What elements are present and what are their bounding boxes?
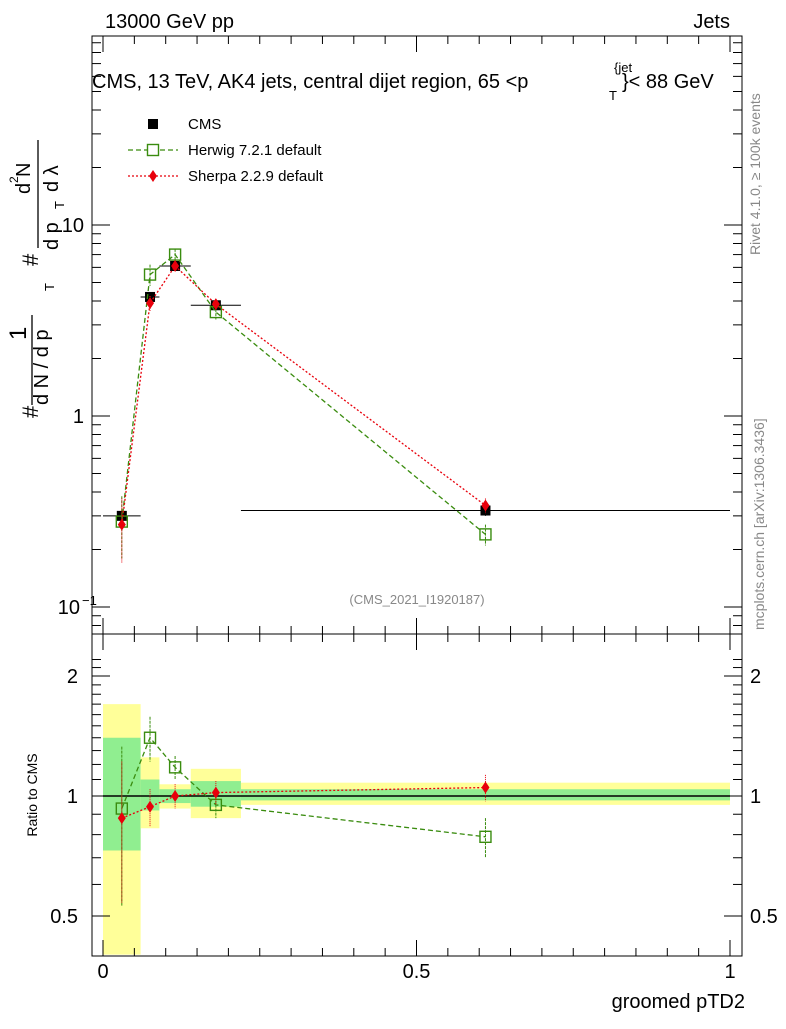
ratio-series-sherpa-2-2-9-default [117,761,490,903]
ratio-y-tick-label-left: 1 [67,786,78,808]
ratio-point-diamond [211,786,220,799]
header-left: 13000 GeV pp [105,11,234,33]
y-axis-label-part: d N / d p [31,329,53,405]
x-tick-label: 1 [724,961,735,983]
ratio-y-axis-label-wrap: Ratio to CMS [24,753,40,836]
data-point-diamond [481,499,490,512]
y-axis-label-part: N [13,163,35,177]
plot-title-subscript: T [609,88,617,103]
legend-label: Sherpa 2.2.9 default [188,168,324,185]
x-tick-label: 0.5 [403,961,431,983]
y-axis-label-part: d p [41,222,63,250]
series-herwig-7-2-1-default [115,248,492,559]
x-axis-label: groomed pTD2 [612,991,745,1013]
main-y-tick-exponent: −1 [82,593,97,608]
side-text-lower-wrap: mcplots.cern.ch [arXiv:1306.3436] [751,418,767,630]
y-axis-label-part: T [52,201,67,209]
y-axis-label-part: # [18,253,43,266]
series-line [121,265,486,525]
ratio-point-diamond [481,781,490,794]
data-point-open-square [479,528,492,541]
series-cms [103,261,730,522]
ratio-plot-panel: 0.5 0.5 1 1 2 2 0 0.5 1 [50,633,778,983]
ratio-y-tick-label-right: 0.5 [750,906,778,928]
ratio-uncertainty-band-inner [240,789,730,801]
y-axis-label-part: 1 [5,327,32,340]
ratio-series-line [121,736,486,838]
legend-label: CMS [188,116,221,133]
data-point-diamond [211,298,220,311]
legend-item: CMS [148,116,221,133]
ratio-y-tick-label-left: 0.5 [50,906,78,928]
ratio-point-open-square [168,761,182,774]
analysis-watermark: (CMS_2021_I1920187) [349,592,484,607]
y-axis-label-part: T [42,283,57,291]
data-point-diamond [146,297,155,310]
legend-item: Sherpa 2.2.9 default [128,168,324,185]
y-axis-label-part: d [13,183,35,194]
data-point-diamond [117,518,126,531]
legend-label: Herwig 7.2.1 default [188,142,322,159]
ratio-series-herwig-7-2-1-default [115,716,492,906]
y-axis-label-part: # [18,405,43,418]
plot-title-superscript: {jet [614,60,632,75]
series-line [121,253,486,535]
series-sherpa-2-2-9-default [117,260,490,563]
y-axis-label-part: 2 [7,176,21,183]
ratio-uncertainty-band-inner [140,779,160,811]
y-axis-label-part: d λ [41,165,63,192]
plot-title-suffix: }< 88 GeV [622,71,714,93]
plot-title: CMS, 13 TeV, AK4 jets, central dijet reg… [92,71,528,93]
ratio-y-axis-label: Ratio to CMS [24,753,40,836]
legend-marker [149,170,157,182]
header-right: Jets [693,11,730,33]
legend: CMS Herwig 7.2.1 default Sherpa 2.2.9 defa… [128,116,324,185]
ratio-point-open-square [143,731,157,744]
main-y-tick-label: 10 [58,597,80,619]
side-text-mcplots: mcplots.cern.ch [arXiv:1306.3436] [751,418,767,630]
legend-marker [146,143,160,157]
plot-title-prefix: CMS, 13 TeV, AK4 jets, central dijet reg… [92,71,528,93]
ratio-point-diamond [117,812,126,825]
side-text-rivet: Rivet 4.1.0, ≥ 100k events [747,93,763,255]
legend-item: Herwig 7.2.1 default [128,142,322,159]
ratio-point-open-square [479,830,492,844]
data-point-open-square [143,268,157,281]
ratio-y-tick-label-left: 2 [67,666,78,688]
main-y-tick-label: 10 [62,215,84,237]
ratio-y-tick-label-right: 1 [750,786,761,808]
ratio-point-diamond [146,800,155,813]
ratio-point-diamond [171,790,180,802]
ratio-y-tick-label-right: 2 [750,666,761,688]
data-point-diamond [171,260,180,273]
main-y-tick-label: 1 [73,406,84,428]
legend-marker [148,119,158,129]
x-tick-label: 0 [97,961,108,983]
side-text-upper-wrap: Rivet 4.1.0, ≥ 100k events [747,93,763,255]
